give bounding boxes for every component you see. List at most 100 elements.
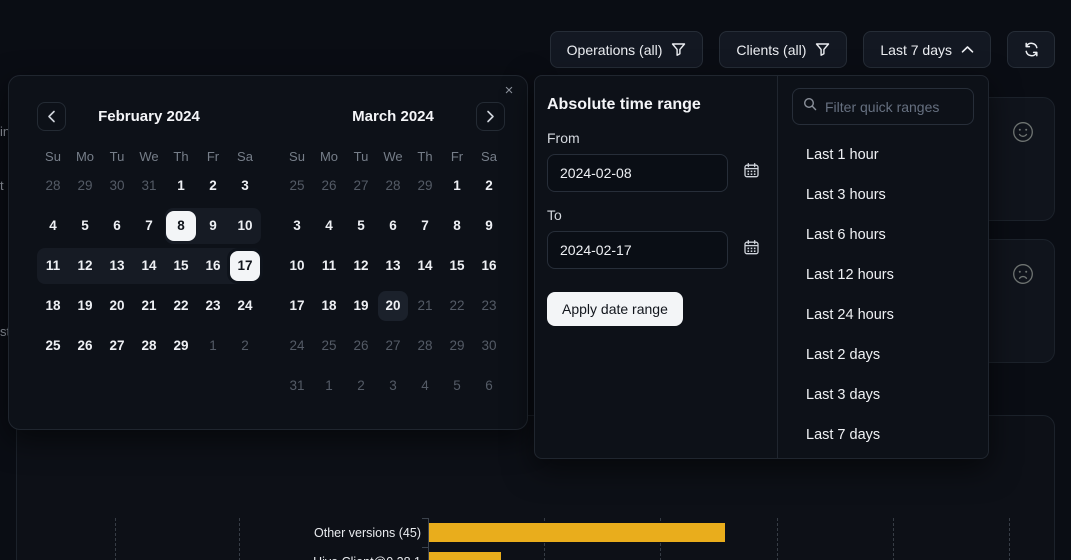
quick-range-item[interactable]: Last 3 days — [806, 387, 881, 403]
time-range-button[interactable]: Last 7 days — [863, 31, 991, 68]
quick-range-item[interactable]: Last 7 days — [806, 427, 881, 443]
calendar-day[interactable]: 5 — [357, 218, 365, 233]
day-cell: 26 — [313, 166, 345, 206]
quick-ranges-list: Last 1 hour Last 3 hours Last 6 hours Last … — [778, 135, 988, 455]
calendar-day[interactable]: 11 — [321, 258, 337, 273]
weekday-label: Sa — [237, 149, 253, 164]
calendar-day: 27 — [385, 338, 401, 353]
calendar-day[interactable]: 10 — [289, 258, 305, 273]
calendar-day[interactable]: 2 — [209, 178, 217, 193]
calendar-day[interactable]: 12 — [77, 258, 93, 273]
bar[interactable] — [429, 523, 725, 542]
sad-face-icon — [1011, 262, 1035, 291]
calendar-day[interactable]: 28 — [141, 338, 157, 353]
previous-month-button[interactable] — [37, 102, 66, 131]
bar[interactable] — [429, 552, 501, 560]
calendar-day[interactable]: 25 — [45, 338, 61, 353]
calendar-day: 28 — [385, 178, 401, 193]
calendar-day: 22 — [449, 298, 465, 313]
operations-filter-button[interactable]: Operations (all) — [549, 31, 704, 68]
calendar-icon[interactable] — [743, 239, 760, 261]
apply-date-range-button[interactable]: Apply date range — [547, 292, 683, 326]
calendar-day[interactable]: 21 — [141, 298, 157, 313]
day-cell: 5 — [441, 366, 473, 406]
day-cell: 15 — [165, 246, 197, 286]
calendar-day[interactable]: 3 — [293, 218, 301, 233]
weekday-label: We — [139, 149, 159, 164]
calendar-day[interactable]: 22 — [173, 298, 189, 313]
calendar-day: 26 — [321, 178, 337, 193]
bar-label: Hive Client@0.28.1 — [17, 555, 421, 560]
clients-filter-button[interactable]: Clients (all) — [719, 31, 848, 68]
day-cell: 2 — [229, 326, 261, 366]
calendar-day[interactable]: 14 — [417, 258, 433, 273]
quick-ranges-search[interactable] — [792, 88, 974, 125]
calendar-day[interactable]: 12 — [353, 258, 369, 273]
calendar-day[interactable]: 3 — [241, 178, 249, 193]
day-cell: 28 — [37, 166, 69, 206]
refresh-button[interactable] — [1007, 31, 1055, 68]
calendar-day[interactable]: 4 — [49, 218, 57, 233]
calendar-day[interactable]: 17 — [230, 251, 260, 281]
calendar-day[interactable]: 19 — [353, 298, 369, 313]
calendar-day[interactable]: 4 — [325, 218, 333, 233]
day-cell: 11 — [37, 246, 69, 286]
calendar-day[interactable]: 1 — [177, 178, 185, 193]
calendar-day[interactable]: 2 — [485, 178, 493, 193]
calendar-icon[interactable] — [743, 162, 760, 184]
calendar-day: 30 — [109, 178, 125, 193]
calendar-day[interactable]: 20 — [378, 291, 408, 321]
day-cell: 10 — [229, 206, 261, 246]
calendar-day: 6 — [485, 378, 493, 393]
calendar-day[interactable]: 7 — [145, 218, 153, 233]
calendar-day[interactable]: 7 — [421, 218, 429, 233]
from-date-input[interactable] — [547, 154, 728, 192]
filter-quick-ranges-input[interactable] — [825, 98, 955, 115]
quick-range-item[interactable]: Last 2 days — [806, 347, 881, 363]
calendar-day[interactable]: 8 — [166, 211, 196, 241]
quick-range-item[interactable]: Last 6 hours — [806, 227, 886, 243]
to-date-input[interactable] — [547, 231, 728, 269]
calendar-day[interactable]: 18 — [45, 298, 61, 313]
weekday-label: Sa — [481, 149, 497, 164]
calendar-day[interactable]: 9 — [485, 218, 493, 233]
calendar-day[interactable]: 8 — [453, 218, 461, 233]
calendar-day[interactable]: 5 — [81, 218, 89, 233]
quick-range-item[interactable]: Last 24 hours — [806, 307, 894, 323]
calendar-day: 23 — [481, 298, 497, 313]
quick-range-item[interactable]: Last 3 hours — [806, 187, 886, 203]
next-month-button[interactable] — [476, 102, 505, 131]
quick-range-item[interactable]: Last 1 hour — [806, 147, 879, 163]
calendar-day[interactable]: 20 — [109, 298, 125, 313]
calendar-day[interactable]: 6 — [113, 218, 121, 233]
calendar-day[interactable]: 26 — [77, 338, 93, 353]
weekday-label: Su — [45, 149, 61, 164]
calendar-day[interactable]: 10 — [237, 218, 253, 233]
calendar-day[interactable]: 27 — [109, 338, 125, 353]
calendar-day[interactable]: 9 — [209, 218, 217, 233]
quick-range-item[interactable]: Last 12 hours — [806, 267, 894, 283]
calendar-day[interactable]: 19 — [77, 298, 93, 313]
day-cell: 27 — [101, 326, 133, 366]
calendar-day[interactable]: 29 — [173, 338, 189, 353]
calendar-day[interactable]: 18 — [321, 298, 337, 313]
to-label: To — [547, 207, 562, 223]
calendar-day[interactable]: 1 — [453, 178, 461, 193]
day-cell: 17 — [229, 246, 261, 286]
calendar-day[interactable]: 16 — [481, 258, 497, 273]
calendar-day[interactable]: 11 — [45, 258, 61, 273]
calendar-day[interactable]: 24 — [237, 298, 253, 313]
day-cell: 29 — [165, 326, 197, 366]
calendar-day[interactable]: 14 — [141, 258, 157, 273]
chart-row: Other versions (45) — [17, 518, 1054, 547]
calendar-day[interactable]: 6 — [389, 218, 397, 233]
calendar-day[interactable]: 16 — [205, 258, 221, 273]
calendar-day[interactable]: 15 — [173, 258, 189, 273]
calendar-day[interactable]: 17 — [289, 298, 305, 313]
calendar-day: 2 — [357, 378, 365, 393]
close-icon[interactable]: × — [504, 82, 514, 99]
calendar-day[interactable]: 23 — [205, 298, 221, 313]
calendar-day[interactable]: 13 — [109, 258, 125, 273]
calendar-day[interactable]: 15 — [449, 258, 465, 273]
calendar-day[interactable]: 13 — [385, 258, 401, 273]
